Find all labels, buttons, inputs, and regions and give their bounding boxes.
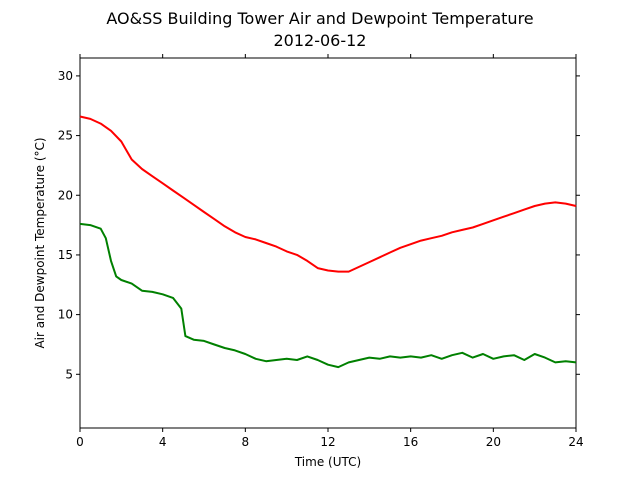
y-tick-label: 20 [58,188,73,202]
x-tick-label: 8 [242,435,250,449]
plot-frame [79,57,577,429]
y-axis-ticks: 5 10 15 20 25 30 [58,69,580,381]
x-tick-label: 12 [320,435,335,449]
x-tick-label: 0 [76,435,84,449]
y-tick-label: 5 [65,367,73,381]
x-axis-label: Time (UTC) [294,455,361,469]
y-tick-label: 25 [58,129,73,143]
x-tick-label: 4 [159,435,167,449]
chart-subtitle: 2012-06-12 [274,31,367,50]
y-tick-label: 30 [58,69,73,83]
y-axis-label: Air and Dewpoint Temperature (°C) [33,137,47,348]
y-tick-label: 15 [58,248,73,262]
x-tick-label: 16 [403,435,418,449]
series-layer [79,115,577,369]
series-line-2 [79,222,577,369]
plot-area: 0 4 8 12 16 20 24 5 10 15 20 25 30 [58,54,584,449]
x-tick-label: 20 [486,435,501,449]
chart-title: AO&SS Building Tower Air and Dewpoint Te… [106,9,533,28]
x-axis-ticks: 0 4 8 12 16 20 24 [76,54,584,449]
y-tick-label: 10 [58,308,73,322]
series-line-1 [79,115,577,273]
x-tick-label: 24 [568,435,583,449]
